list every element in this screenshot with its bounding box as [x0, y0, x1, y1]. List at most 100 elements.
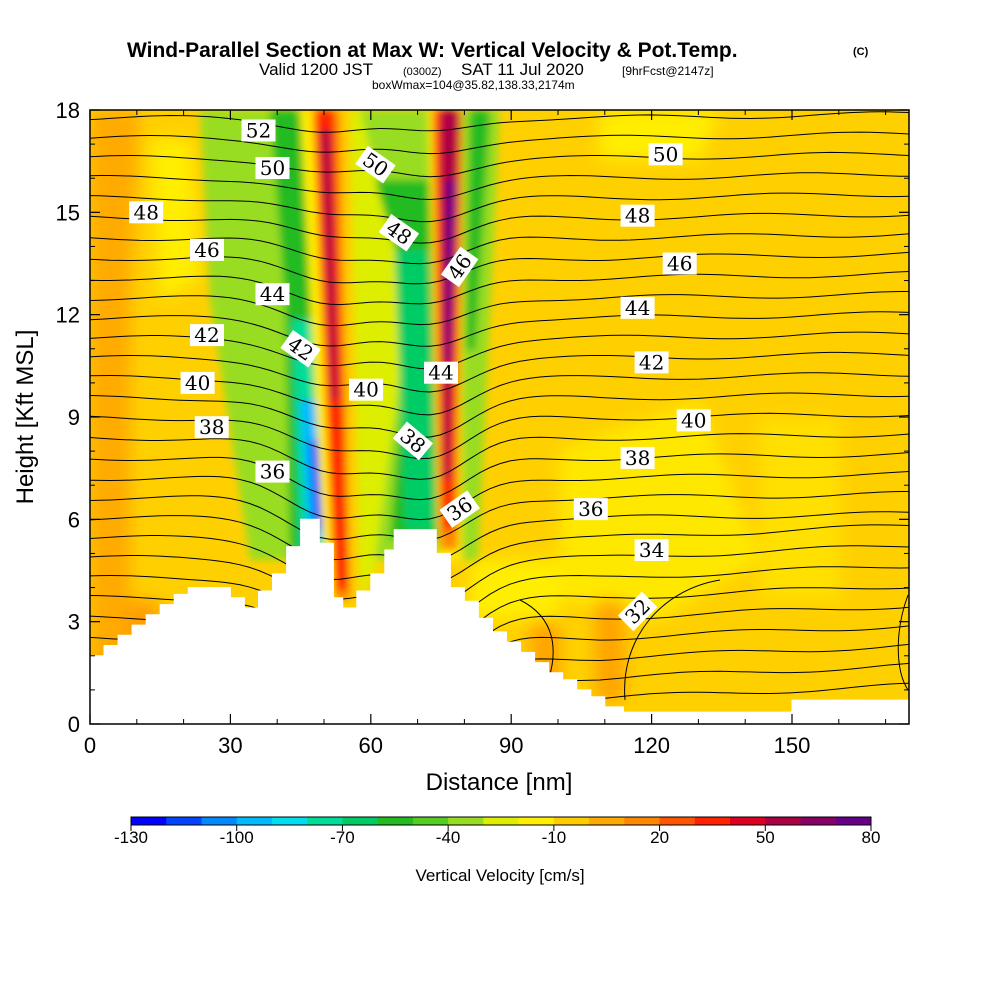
contour-label-box — [676, 409, 711, 432]
contour-label-box — [190, 238, 224, 261]
contour-label: 38 — [620, 446, 655, 470]
contour-label-box — [424, 361, 458, 384]
y-tick-label: 12 — [56, 303, 80, 328]
contour-label-text: 38 — [199, 415, 224, 439]
theta-contour-line — [90, 524, 909, 585]
contour-label-text: 42 — [639, 350, 664, 374]
contour-label-box — [573, 498, 608, 521]
colorbar-swatch — [483, 817, 520, 825]
theta-contour-line — [90, 451, 909, 501]
terrain — [90, 518, 909, 724]
theta-contour-line — [90, 271, 909, 306]
contour-label-box — [620, 204, 655, 227]
theta-contour-line — [90, 471, 909, 521]
contour-label-box — [620, 296, 655, 319]
contour-label-box — [349, 378, 384, 401]
theta-contour-line — [90, 351, 909, 393]
contour-label-text: 34 — [639, 538, 664, 562]
theta-contour-line — [90, 372, 909, 416]
box-wmax-info: boxWmax=104@35.82,138.33,2174m — [372, 78, 575, 92]
theta-contour-line — [90, 251, 909, 285]
contour-label-box — [255, 157, 290, 179]
field-blob — [90, 110, 140, 724]
contour-label-box — [620, 446, 655, 469]
contour-label-box — [634, 351, 669, 374]
contour-label-text: 44 — [260, 282, 285, 306]
contour-label-box — [355, 145, 396, 184]
contour-label: 44 — [424, 361, 458, 385]
contour-label: 40 — [349, 378, 384, 402]
contour-label: 46 — [190, 238, 224, 262]
colorbar-swatch — [271, 817, 308, 825]
contour-label-box — [180, 371, 215, 394]
y-tick-label: 0 — [68, 712, 80, 737]
forecast-info: [9hrFcst@2147z] — [622, 64, 714, 78]
contour-label-text: 50 — [653, 142, 678, 166]
contour-label-text: 36 — [260, 460, 285, 484]
theta-contour-line — [90, 392, 909, 438]
field-blob — [595, 600, 625, 700]
contour-label-text: 38 — [625, 446, 650, 470]
colorbar-tick-label: 50 — [756, 828, 775, 847]
contour-label-box — [662, 252, 697, 275]
colorbar-swatch — [694, 817, 731, 825]
valid-time: Valid 1200 JST — [259, 60, 373, 79]
theta-contours — [90, 111, 909, 724]
colorbar-tick-label: -10 — [542, 828, 567, 847]
x-tick-label: 0 — [84, 733, 96, 758]
valid-date: SAT 11 Jul 2020 — [461, 60, 584, 79]
colorbar-tick-label: -70 — [330, 828, 355, 847]
y-tick-label: 15 — [56, 200, 80, 225]
colorbar-tick-label: -100 — [220, 828, 254, 847]
contour-label-text: 48 — [133, 200, 158, 224]
contour-label-text: 40 — [185, 371, 210, 395]
contour-label: 44 — [620, 296, 655, 320]
theta-contour-line — [90, 111, 909, 133]
contour-label: 42 — [190, 323, 224, 347]
colorbar-swatch — [553, 817, 590, 825]
contour-label-box — [194, 416, 229, 439]
theta-contour-line — [90, 192, 909, 223]
contour-label-box — [241, 119, 276, 142]
theta-contour-line — [90, 491, 909, 541]
contour-label-box — [129, 201, 164, 224]
contour-label-box — [648, 143, 683, 166]
copyright-mark: (C) — [853, 46, 869, 58]
field-blob — [470, 560, 560, 620]
contour-label-text: 44 — [428, 361, 453, 385]
colorbar-swatch — [342, 817, 379, 825]
colorbar-tick-label: 20 — [650, 828, 669, 847]
contour-label-text: 36 — [578, 497, 603, 521]
colorbar-swatch — [448, 817, 484, 825]
field-band — [200, 110, 300, 560]
colorbar-tick-label: -40 — [436, 828, 461, 847]
contour-label: 40 — [180, 371, 215, 395]
contour-label-box — [378, 214, 420, 252]
theta-contour-line — [90, 172, 909, 201]
contour-label-text: 52 — [246, 119, 271, 143]
theta-contour-line — [897, 594, 909, 691]
theta-contour-line — [90, 433, 909, 480]
theta-contour-line — [90, 331, 909, 370]
theta-contour-line — [90, 131, 909, 155]
field-bands — [200, 110, 500, 600]
x-tick-label: 150 — [774, 733, 811, 758]
contour-label-box — [255, 460, 290, 483]
field-blob — [560, 400, 760, 620]
colorbar-swatch — [835, 817, 872, 825]
contour-label-box — [392, 421, 433, 461]
theta-contour-line — [90, 311, 909, 347]
y-axis-label: Height [Kft MSL] — [12, 330, 39, 505]
contour-label: 36 — [255, 460, 290, 484]
colorbar-swatch — [201, 817, 238, 825]
theta-contour-line — [90, 212, 909, 244]
colorbar-swatch — [412, 817, 449, 825]
field-band — [321, 130, 338, 400]
x-tick-label: 90 — [499, 733, 523, 758]
field-blob — [600, 110, 720, 160]
contour-label: 44 — [255, 282, 290, 306]
